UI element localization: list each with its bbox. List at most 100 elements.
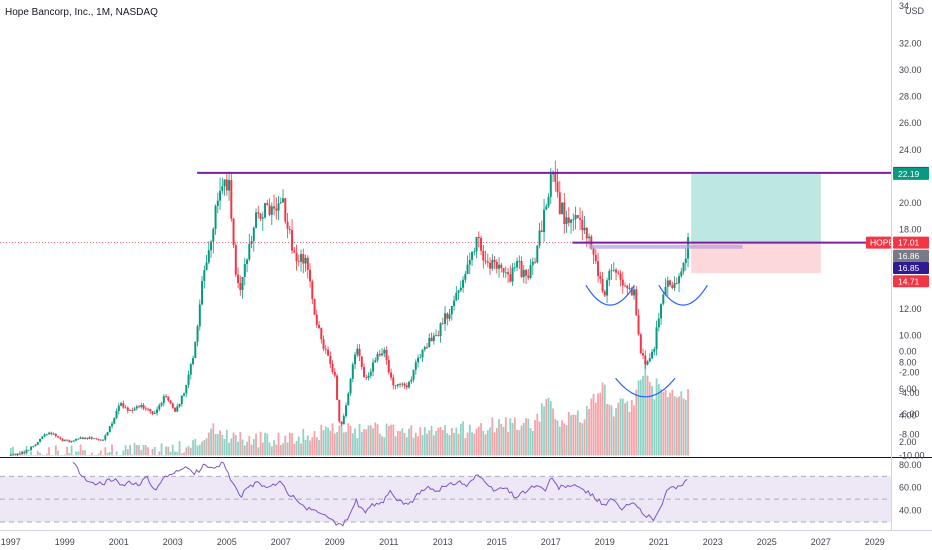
ticker-label: HOPE (870, 238, 894, 248)
candle-body (288, 228, 291, 230)
volume-bar (32, 454, 35, 456)
volume-bar (97, 453, 100, 456)
volume-bar (495, 427, 498, 456)
volume-bar (630, 400, 633, 456)
volume-bar (459, 423, 462, 456)
pattern-arc[interactable] (615, 377, 676, 398)
volume-bar (637, 380, 640, 456)
candle-body (261, 217, 264, 219)
pattern-arc[interactable] (658, 284, 708, 306)
candle-body (426, 347, 429, 348)
volume-bar (225, 429, 228, 456)
candle-body (111, 423, 114, 427)
candle-body (237, 274, 240, 284)
time-axis[interactable]: 1997 1999 2001 2003 2005 2007 2009 2011 2013 2015… (1, 537, 885, 547)
candle-body (657, 318, 660, 328)
volume-bar (394, 436, 397, 456)
drawing-lines[interactable] (0, 171, 891, 398)
price-label-box (893, 167, 929, 180)
volume-bar (619, 398, 622, 456)
volume-bar (95, 454, 98, 456)
volume-bar (518, 430, 521, 456)
volume-bar (376, 424, 379, 456)
volume-bar (500, 423, 503, 456)
volume-bar (484, 434, 487, 456)
volume-bar (590, 398, 593, 456)
volume-tick-label: 0.00 (899, 347, 917, 357)
volume-bar (381, 436, 383, 456)
candle-body (495, 261, 498, 269)
candle-body (133, 408, 136, 411)
currency-label[interactable]: USD (905, 6, 925, 16)
volume-bar (543, 406, 545, 456)
candle-body (525, 269, 528, 276)
volume-bar (72, 454, 75, 456)
volume-bar (552, 408, 554, 456)
volume-bar (50, 454, 53, 456)
candle-body (516, 261, 519, 268)
candle-body (207, 250, 210, 263)
volume-bar (606, 403, 608, 456)
candle-body (482, 250, 485, 261)
candle-body (619, 273, 622, 280)
volume-bar (39, 452, 41, 456)
candle-body (646, 361, 649, 365)
volume-bar (318, 440, 320, 456)
candle-body (378, 353, 381, 356)
volume-bar (324, 426, 327, 456)
volume-tick-label: -10.00 (899, 451, 925, 461)
price-tick-label: 4.00 (899, 410, 917, 420)
candle-body (257, 212, 260, 214)
candle-body (14, 454, 17, 456)
long-position-tool[interactable] (691, 173, 821, 274)
volume-bar (295, 440, 298, 456)
candle-body (79, 437, 82, 439)
candle-body (588, 236, 591, 239)
candle-body (232, 218, 235, 246)
time-tick-label: 2025 (757, 537, 777, 547)
volume-bar (243, 445, 246, 456)
volume-bar (99, 450, 102, 456)
price-tick-label: 32.00 (899, 39, 922, 49)
volume-bar (354, 428, 356, 456)
volume-bar (536, 413, 539, 456)
candle-body (77, 438, 80, 440)
volume-bar (115, 451, 118, 456)
target-zone[interactable] (691, 173, 821, 243)
candle-body (597, 261, 600, 277)
volume-bar (273, 440, 275, 456)
volume-bar (529, 428, 532, 456)
candle-body (471, 251, 474, 260)
candle-body (196, 326, 199, 342)
volume-bar (57, 450, 59, 456)
volume-bar (621, 398, 624, 456)
candle-body (135, 406, 138, 409)
candle-body (446, 313, 449, 319)
volume-bar (450, 427, 453, 456)
volume-bar (219, 430, 221, 456)
volume-bar (486, 430, 489, 456)
candle-body (432, 335, 435, 342)
volume-bar (644, 363, 647, 456)
price-label-box (893, 250, 929, 263)
candle-body (626, 285, 629, 289)
candle-body (221, 186, 224, 191)
candle-body (86, 437, 89, 439)
volume-bar (473, 433, 476, 456)
candle-body (484, 260, 487, 262)
volume-bar (610, 405, 613, 456)
volume-bar (156, 454, 158, 456)
candle-body (50, 432, 53, 434)
candle-body (306, 257, 309, 270)
volume-bar (194, 438, 197, 456)
candle-body (392, 377, 395, 386)
candle-body (464, 273, 467, 280)
pattern-arc[interactable] (585, 284, 636, 306)
candle-body (66, 439, 69, 441)
candle-body (160, 403, 163, 406)
candle-body (543, 209, 546, 232)
candle-body (466, 264, 469, 274)
candle-body (570, 219, 573, 223)
candle-body (374, 360, 377, 363)
